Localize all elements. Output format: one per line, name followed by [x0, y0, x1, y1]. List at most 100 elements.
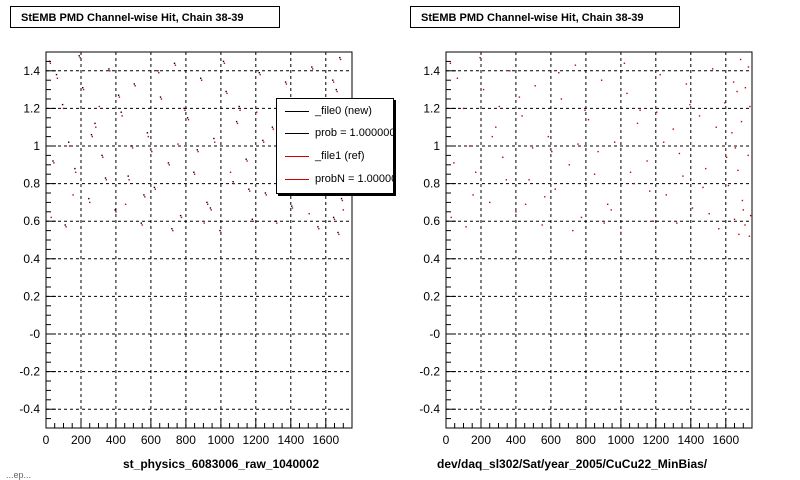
data-point [79, 56, 81, 59]
data-point [248, 188, 250, 190]
data-point [335, 88, 337, 91]
data-point [61, 103, 64, 106]
x-axis-label: st_physics_6083006_raw_1040002 [123, 457, 320, 471]
data-point [193, 173, 196, 175]
data-point [115, 211, 117, 213]
data-point [600, 79, 603, 81]
data-point [318, 228, 320, 230]
data-point [210, 209, 212, 211]
data-point [639, 109, 641, 111]
y-tick-label: 0.8 [423, 177, 440, 191]
data-point [104, 177, 107, 179]
y-tick-label: 0.2 [23, 289, 40, 303]
x-tick-label: 1000 [208, 433, 235, 447]
data-point [91, 135, 93, 138]
data-point [626, 92, 628, 95]
data-point [174, 64, 177, 66]
y-tick-label: -0.4 [419, 402, 440, 416]
data-point [682, 175, 684, 177]
data-point [206, 201, 208, 204]
data-point [689, 103, 691, 106]
data-point [50, 216, 52, 219]
data-point [610, 209, 612, 211]
data-point [233, 182, 235, 185]
chart-panel-left: StEMB PMD Channel-wise Hit, Chain 38-39 … [10, 6, 394, 471]
data-point [262, 139, 264, 142]
x-tick-label: 800 [576, 433, 596, 447]
data-point [708, 213, 710, 215]
data-point [196, 149, 198, 151]
data-point [495, 126, 497, 128]
data-point [146, 132, 149, 134]
data-point [727, 184, 730, 187]
x-tick-label: 800 [176, 433, 196, 447]
legend-line-new [285, 111, 309, 112]
x-tick-label: 1200 [242, 433, 269, 447]
data-point [449, 62, 452, 64]
data-point [580, 216, 583, 219]
data-point [68, 145, 71, 147]
data-point [117, 94, 120, 96]
data-point [509, 70, 511, 72]
y-tick-label: -0.2 [419, 365, 440, 379]
data-point [124, 203, 127, 205]
data-point [465, 226, 467, 228]
y-tick-label: 0.4 [23, 252, 40, 266]
data-point [749, 214, 752, 217]
data-point [249, 190, 251, 192]
data-point [154, 188, 156, 190]
data-point [623, 62, 626, 64]
data-point [56, 77, 59, 79]
data-point [72, 194, 74, 196]
data-point [157, 70, 159, 72]
data-point [134, 85, 136, 87]
y-tick-label: 1 [433, 139, 440, 153]
data-point [659, 73, 661, 76]
data-point [547, 135, 549, 138]
data-point [245, 158, 247, 160]
legend-line-prob [285, 133, 309, 134]
data-point [131, 147, 134, 149]
data-point [747, 154, 749, 157]
x-tick-label: 400 [506, 433, 526, 447]
data-point [284, 81, 287, 83]
y-tick-label: 0.6 [423, 214, 440, 228]
data-point [82, 88, 85, 91]
data-point [105, 179, 107, 181]
data-point [560, 98, 563, 100]
data-point [593, 173, 596, 175]
data-point [614, 141, 616, 143]
y-tick-label: 1.4 [423, 64, 440, 78]
data-point [515, 211, 517, 213]
data-point [120, 111, 122, 113]
data-point [214, 141, 216, 143]
data-point [629, 171, 632, 173]
data-point [264, 192, 267, 194]
data-point [263, 141, 265, 143]
data-point [94, 122, 96, 125]
y-tick-label: 1.2 [423, 101, 440, 115]
legend-line-ref [285, 156, 309, 157]
data-point [172, 229, 174, 232]
data-point [179, 214, 182, 217]
plot-area [446, 52, 752, 428]
data-point [663, 141, 665, 143]
data-point [193, 171, 195, 173]
data-point [749, 105, 751, 108]
data-point [65, 226, 67, 228]
data-point [239, 109, 241, 111]
chart-title: StEMB PMD Channel-wise Hit, Chain 38-39 [10, 6, 280, 28]
data-point [554, 188, 556, 190]
y-tick-label: 0.2 [423, 289, 440, 303]
data-point [332, 81, 335, 83]
data-point [133, 83, 135, 85]
data-point [603, 222, 605, 224]
data-point [229, 171, 232, 173]
data-point [256, 111, 258, 113]
data-point [246, 160, 248, 162]
data-point [187, 119, 190, 121]
data-point [528, 179, 530, 181]
y-tick-label: -0.2 [19, 365, 40, 379]
x-tick-label: 1400 [277, 433, 304, 447]
data-point [226, 92, 228, 95]
